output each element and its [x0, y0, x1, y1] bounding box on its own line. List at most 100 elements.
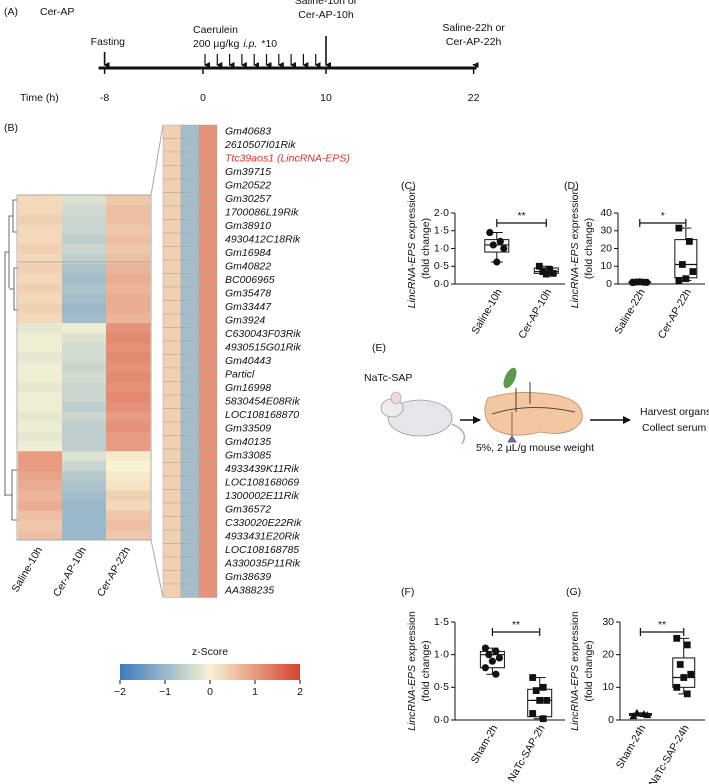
outcome: Harvest organs — [640, 406, 709, 418]
data-point — [636, 278, 644, 286]
heatmap-cell — [180, 583, 200, 598]
data-point — [485, 651, 493, 659]
y-axis-label: LincRNA-EPS expression — [569, 188, 581, 308]
tick-label: -8 — [100, 92, 109, 104]
heatmap-cell — [162, 543, 182, 558]
significance: ** — [658, 619, 666, 631]
heatmap-cell — [106, 421, 151, 432]
heatmap-cell — [62, 195, 107, 206]
heatmap-cell — [180, 435, 200, 450]
heatmap-cell — [162, 502, 182, 517]
box — [484, 239, 510, 253]
heatmap-cell — [18, 392, 63, 403]
heatmap-cell — [198, 435, 218, 450]
heatmap-cell — [180, 300, 200, 315]
heatmap-cell — [106, 530, 151, 541]
heatmap-cell — [18, 500, 63, 511]
gene-label: 1700086L19Rik — [225, 207, 299, 219]
gene-label: Gm20522 — [225, 180, 271, 192]
y-axis-unit: (fold change) — [420, 640, 432, 701]
y-tick-label: 10 — [602, 681, 614, 693]
heatmap-cell — [198, 259, 218, 274]
significance: ** — [517, 210, 525, 222]
heatmap-cell — [162, 462, 182, 477]
y-tick-label: 1·5 — [434, 616, 449, 628]
gene-name: LincRNA-EPS — [569, 665, 581, 731]
heatmap-cell — [162, 124, 182, 139]
significance-bar — [496, 219, 547, 227]
heatmap-cell — [162, 448, 182, 463]
heatmap-cell — [18, 273, 63, 285]
data-point — [539, 268, 547, 275]
heatmap-cell — [62, 471, 107, 482]
heatmap-cell — [180, 138, 200, 153]
data-point — [673, 683, 681, 691]
heatmap-cell — [162, 340, 182, 355]
heatmap-cell — [198, 273, 218, 288]
heatmap-cell — [198, 354, 218, 369]
gene-label: 1300002E11Rik — [225, 490, 300, 502]
zoom-connector — [150, 124, 164, 196]
heatmap-cell — [62, 273, 107, 285]
heatmap-cell — [198, 327, 218, 342]
column-label: Cer-AP-22h — [95, 545, 133, 599]
pancreas-icon — [484, 367, 583, 443]
heatmap-cell — [18, 441, 63, 452]
heatmap-cell — [162, 178, 182, 193]
gene-label: LOC108168785 — [225, 544, 299, 556]
heatmap-cell — [180, 124, 200, 139]
heatmap-cell — [180, 421, 200, 436]
x-tick-label: Sham-2h — [469, 723, 501, 766]
heatmap-cell — [180, 462, 200, 477]
heatmap-cell — [62, 402, 107, 413]
gene-label: Gm39715 — [225, 166, 271, 178]
heatmap-cell — [18, 352, 63, 363]
gene-label: Gm33085 — [225, 450, 271, 462]
panel-label: (G) — [566, 586, 581, 598]
heatmap-cell — [62, 214, 107, 225]
y-tick-label: 2·0 — [434, 207, 449, 219]
heatmap-cell — [18, 293, 63, 304]
heatmap-cell — [18, 264, 63, 275]
colorbar — [120, 664, 300, 680]
label-text: expression — [406, 611, 418, 662]
data-point — [488, 657, 496, 665]
heatmap-cell — [198, 165, 218, 180]
colorbar-tick-label: 0 — [207, 686, 213, 698]
box — [527, 688, 553, 718]
heatmap-cell — [106, 520, 151, 531]
data-point — [542, 270, 550, 278]
heatmap-cell — [18, 224, 63, 235]
heatmap-cell — [62, 510, 107, 521]
heatmap-cell — [18, 480, 63, 492]
heatmap-cell — [62, 461, 107, 472]
label-text: expression — [406, 188, 418, 239]
heatmap-cell — [198, 178, 218, 193]
heatmap-cell — [106, 313, 151, 324]
heatmap-cell — [162, 583, 182, 598]
heatmap-cell — [198, 583, 218, 598]
gene-label: Gm40135 — [225, 436, 271, 448]
heatmap-cell — [106, 510, 151, 521]
data-point — [675, 277, 683, 284]
heatmap-cell — [62, 234, 107, 245]
heatmap-cell — [180, 408, 200, 423]
heatmap-cell — [180, 367, 200, 382]
heatmap-cell — [62, 372, 107, 383]
y-tick-label: 1·0 — [434, 648, 449, 660]
y-tick-label: 1·5 — [434, 225, 449, 237]
heatmap-cell — [106, 254, 151, 265]
heatmap-cell — [180, 448, 200, 463]
heatmap-cell — [180, 232, 200, 247]
heatmap-cell — [106, 480, 151, 492]
data-point — [500, 244, 508, 253]
heatmap-cell — [62, 441, 107, 452]
x-tick-label: NaTc-SAP-24h — [647, 723, 692, 784]
heatmap-cell — [106, 451, 151, 462]
data-point — [529, 710, 537, 717]
box — [672, 657, 696, 688]
heatmap-cell — [62, 392, 107, 403]
heatmap-cell — [106, 293, 151, 304]
data-point — [543, 697, 551, 704]
